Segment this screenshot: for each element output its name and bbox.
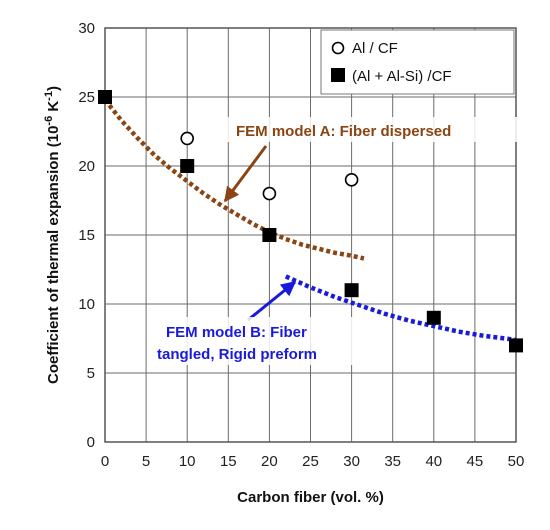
x-tick-label: 35 (384, 453, 401, 470)
y-tick-label: 0 (87, 434, 95, 451)
y-tick-label: 20 (78, 158, 95, 175)
plot-frame (104, 27, 517, 443)
y-axis-title-suffix: ) (45, 86, 62, 91)
x-tick-label: 45 (467, 453, 484, 470)
point-al-cf (180, 131, 194, 146)
fem-model-b-arrow (247, 280, 297, 322)
annotations: FEM model A: Fiber dispersed FEM model B:… (150, 117, 518, 365)
point-al-cf (344, 173, 359, 187)
fem-model-a-label-bg (226, 117, 518, 142)
annotation-arrows (223, 145, 297, 322)
y-axis-title-mid: K (45, 101, 62, 116)
y-axis-ticks: 0 5 10 15 20 25 30 (78, 20, 95, 451)
y-axis-title-exp2: -1 (43, 91, 55, 101)
point-al-cf (262, 186, 277, 201)
legend-label-al-cf: Al / CF (352, 40, 398, 57)
y-axis-title: Coefficient of thermal expansion (10-6 K… (43, 86, 62, 384)
x-tick-label: 0 (101, 453, 109, 470)
fem-model-b-label-line: tangled, Rigid preform (157, 346, 317, 363)
x-tick-label: 15 (220, 453, 237, 470)
fit-curves (103, 98, 517, 343)
y-tick-label: 30 (78, 20, 95, 37)
y-axis-title-exp: -6 (43, 116, 55, 126)
fem-model-a-label: FEM model A: Fiber dispersed (236, 123, 451, 140)
x-axis-title: Carbon fiber (vol. %) (237, 489, 384, 506)
data-points (98, 90, 523, 353)
legend-marker-al-alsi-cf (331, 68, 345, 82)
y-axis-title-prefix: Coefficient of thermal expansion (10 (45, 126, 62, 384)
legend-box (320, 29, 515, 95)
fem-model-b-label-line: FEM model B: Fiber (166, 324, 307, 341)
point-al-alsi-cf (262, 228, 277, 242)
x-tick-label: 10 (179, 453, 196, 470)
point-al-alsi-cf (509, 338, 523, 353)
fem-model-a-arrow (223, 145, 268, 203)
x-tick-label: 25 (302, 453, 319, 470)
y-tick-label: 15 (78, 227, 95, 244)
point-al-alsi-cf (180, 159, 195, 173)
legend: Al / CF (Al + Al-Si) /CF (320, 29, 515, 95)
point-al-alsi-cf (98, 90, 112, 104)
x-tick-label: 30 (343, 453, 360, 470)
y-tick-label: 25 (78, 89, 95, 106)
x-tick-label: 40 (425, 453, 442, 470)
x-tick-label: 20 (261, 453, 278, 470)
legend-label-al-alsi-cf: (Al + Al-Si) /CF (352, 68, 452, 85)
legend-marker-al-cf (331, 41, 345, 55)
y-tick-label: 10 (78, 296, 95, 313)
y-tick-label: 5 (87, 365, 95, 382)
fem-model-b-label-bg (150, 317, 358, 365)
x-tick-label: 5 (142, 453, 150, 470)
point-al-alsi-cf (426, 310, 441, 325)
point-al-alsi-cf (344, 283, 359, 298)
x-tick-label: 50 (508, 453, 525, 470)
x-axis-ticks: 0 5 10 15 20 25 30 35 40 45 50 (101, 453, 525, 470)
fem-model-a-curve (103, 98, 365, 261)
